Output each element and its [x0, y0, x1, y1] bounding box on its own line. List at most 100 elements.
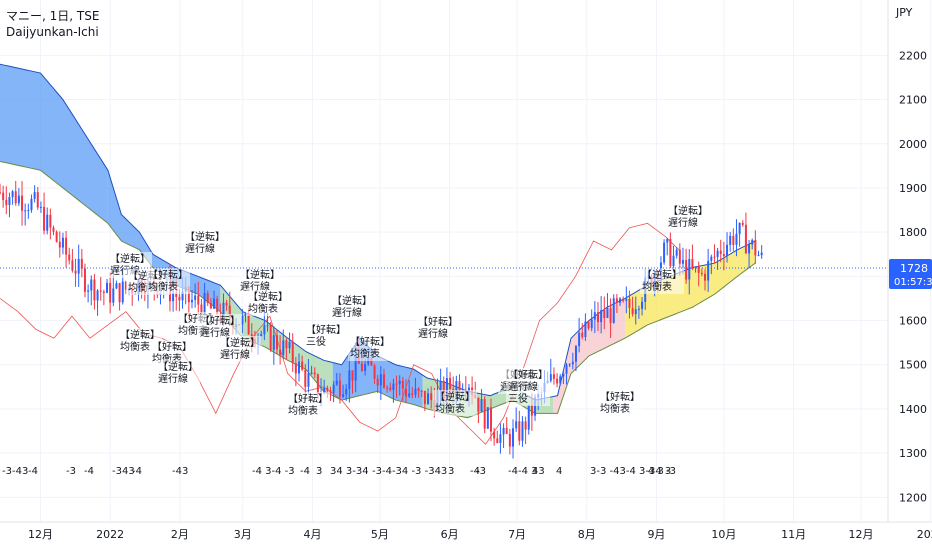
candle-body: [521, 421, 524, 441]
annotation-bg: [304, 323, 348, 349]
candle-body: [5, 199, 8, 206]
candle-body: [527, 404, 530, 430]
time-tick-label: 3月: [234, 528, 252, 541]
candle-body: [486, 407, 489, 429]
candle-body: [496, 438, 499, 443]
candle-body: [405, 388, 408, 397]
candle-body: [634, 309, 637, 315]
candle-body: [0, 192, 1, 194]
annotation-bg: [433, 390, 477, 416]
candle-body: [571, 361, 574, 365]
annotation-line: 【好転】: [508, 369, 548, 381]
candle-body: [301, 361, 304, 370]
lagging-span: [0, 222, 680, 445]
candle-body: [61, 237, 64, 248]
candle-body: [351, 370, 354, 381]
price-tick-label: 1500: [899, 359, 927, 372]
candle-body: [263, 325, 266, 335]
price-tick-label: 2000: [899, 138, 927, 151]
signal-annotation: 【好転】均衡表: [598, 390, 642, 416]
time-tick-label: 2022: [96, 528, 124, 541]
candle-body: [455, 381, 458, 394]
time-tick-label: 7月: [508, 528, 526, 541]
candle-body: [8, 197, 11, 206]
candle-body: [559, 376, 562, 384]
candle-body: [197, 295, 200, 305]
candle-body: [748, 244, 751, 254]
candle-body: [628, 298, 631, 309]
candle-body: [228, 305, 231, 318]
time-tick-label: 10月: [711, 528, 736, 541]
candle-body: [625, 298, 628, 301]
candle-body: [483, 399, 486, 429]
candle-body: [678, 249, 681, 264]
annotation-line: 【逆転】: [120, 328, 160, 341]
candle-body: [106, 283, 109, 293]
annotation-line: 【好転】: [200, 315, 240, 327]
candle-body: [502, 427, 505, 435]
candle-body: [719, 250, 722, 255]
candle-body: [74, 270, 77, 274]
candle-body: [489, 407, 492, 432]
annotation-line: 【好転】: [418, 316, 458, 328]
currency-label: JPY: [895, 6, 913, 19]
candle-body: [729, 235, 732, 245]
candle-body: [39, 206, 42, 208]
bottom-signal-label: -4: [84, 466, 94, 477]
annotation-bg: [640, 268, 684, 294]
annotation-line: 【逆転】: [220, 336, 260, 349]
candle-body: [379, 374, 382, 386]
candle-body: [442, 381, 445, 399]
candle-body: [593, 312, 596, 320]
time-tick-label: 5月: [371, 528, 389, 541]
candle-body: [345, 388, 348, 395]
candle-body: [493, 431, 496, 439]
annotation-bg: [238, 268, 282, 294]
candle-body: [21, 195, 24, 211]
candle-body: [622, 298, 625, 301]
candle-body: [294, 363, 297, 374]
candle-body: [688, 258, 691, 280]
candle-body: [90, 279, 93, 291]
candle-body: [694, 266, 697, 268]
candle-body: [209, 303, 212, 309]
candle-body: [691, 258, 694, 268]
candle-body: [587, 321, 590, 329]
candle-body: [342, 394, 345, 397]
annotation-line: 遅行線: [508, 380, 538, 393]
time-tick-label: 12月: [28, 528, 53, 541]
annotation-line: 【好転】: [350, 336, 390, 348]
candle-body: [713, 256, 716, 258]
signal-annotation: 【逆転】遅行線: [183, 230, 227, 256]
candle-body: [288, 341, 291, 349]
bottom-signal-label: -3: [666, 466, 676, 477]
price-tag-value: 1728: [900, 262, 928, 275]
cloud-segment: [624, 240, 756, 339]
bottom-signal-label: -4: [300, 466, 310, 477]
candle-body: [386, 387, 389, 389]
signal-annotation: 【好転】三役: [304, 323, 348, 349]
bottom-signal-label: 3: [316, 466, 322, 477]
time-tick-label: 2月: [171, 528, 189, 541]
candle-body: [332, 384, 335, 394]
candle-body: [741, 222, 744, 225]
candle-body: [71, 260, 74, 271]
candle-body: [568, 364, 571, 366]
annotation-bg: [666, 204, 710, 230]
candle-body: [175, 293, 178, 297]
signal-annotation: 【好転】遅行線: [198, 314, 242, 340]
signal-annotation: 【好転】均衡表: [348, 335, 392, 361]
signal-annotation: 【好転】均衡表: [146, 268, 190, 294]
time-axis[interactable]: 12月 2022 2月 3月 4月 5月 6月 7月 8月 9月 10月 11月 12月 2023: [28, 528, 932, 541]
candle-body: [445, 378, 448, 399]
candle-body: [124, 281, 127, 290]
candle-body: [398, 380, 401, 385]
bottom-signal-label: -43: [172, 466, 188, 477]
candle-body: [581, 332, 584, 338]
bottom-signal-label: -3: [476, 466, 486, 477]
annotation-line: 【好転】: [600, 391, 640, 403]
annotation-line: 【逆転】: [110, 252, 150, 265]
candle-body: [181, 291, 184, 301]
annotation-line: 【好転】: [152, 341, 192, 353]
